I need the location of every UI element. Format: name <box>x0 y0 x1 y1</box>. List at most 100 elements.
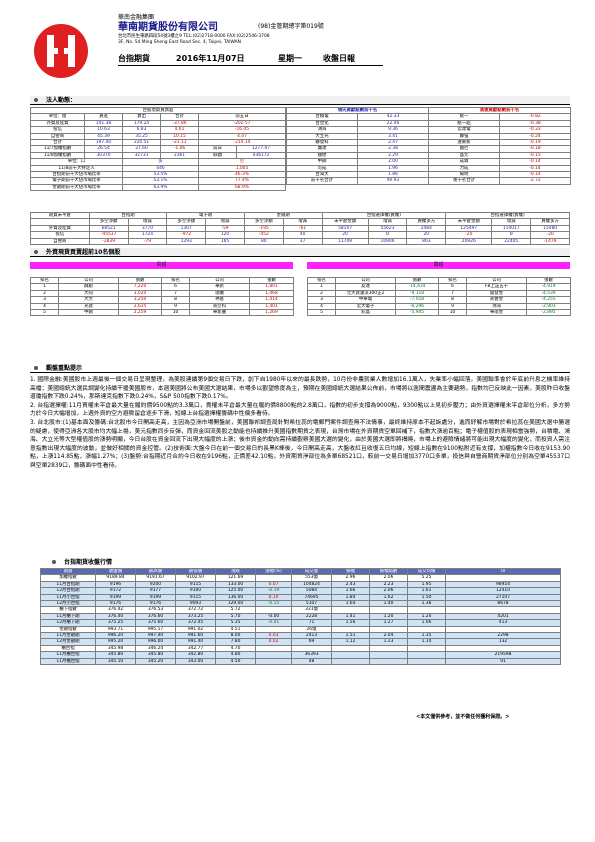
table-row: 台指期前十大佔市場比率 53.5% 46.3% <box>30 171 286 179</box>
disclaimer-footnote: <本文僅供參考，並不做任何獲利保證。> <box>416 714 510 720</box>
bullet-icon <box>34 365 38 370</box>
sell-label: 賣超 <box>307 262 570 269</box>
quotes-title: 台指期貨收盤行情 <box>64 559 113 566</box>
cell: 前十名合計 <box>286 177 358 185</box>
table-row: 可成 1.96 力成 -0.14 <box>286 164 571 173</box>
cell: 5 <box>307 308 336 317</box>
legal-section-header: 法人動態： <box>30 96 570 105</box>
cell: 219598 <box>445 651 561 659</box>
cell: 58107 <box>321 224 369 233</box>
table-row: 台灣大 1.86 陽明 -0.14 <box>286 171 571 179</box>
table-row: 廣達 2.38 國巨 -0.18 <box>286 145 571 153</box>
cell: -0.14 <box>499 171 571 179</box>
top10-title: 外資現貨買賣超前10名個股 <box>46 249 121 256</box>
cell: 68.9% <box>198 183 286 192</box>
cell: -0.14 <box>499 158 571 166</box>
cell: -20 <box>445 231 493 239</box>
table-row: 外資及陸資 68521 3770 1307 -59 -195 -61 58107… <box>30 224 570 233</box>
cell: 華南金 <box>466 308 527 317</box>
cell: 98954 <box>445 580 561 589</box>
cell <box>445 625 561 634</box>
cell: 外資及陸資 <box>30 224 90 233</box>
cell: 343.00 <box>175 657 216 666</box>
cell: 5 <box>30 308 59 317</box>
table-row: 單位：口 多 空 <box>30 158 286 166</box>
cell: 自營商 <box>30 237 90 246</box>
col-header: 增減 <box>367 218 408 226</box>
cell: 8678 <box>445 599 561 608</box>
quotes-section-header: 台指期貨收盤行情 <box>48 558 112 567</box>
cell: 彩晶 <box>335 308 396 317</box>
cell: 15480 <box>530 224 570 233</box>
col-header: 買權多方 <box>530 218 570 226</box>
col-group: 台指選擇權(賣權) <box>445 211 570 220</box>
table-row: 電子期前十大佔市場比率 53.1% 77.4% <box>30 177 286 185</box>
cell: 4201 <box>445 612 561 621</box>
quotes-header-row: 期貨 收盤價 最高價 最低價 漲跌 漲幅(%) 成交量 振幅 振幅點數 成交均價… <box>40 567 561 576</box>
cell: 後十名合計 <box>428 177 500 185</box>
cell: -0.19 <box>499 138 571 147</box>
table-row: 穩懋 2.29 晶元 -0.15 <box>286 151 571 160</box>
cell: -0.38 <box>499 119 571 128</box>
quotes-table: 期貨 收盤價 最高價 最低價 漲跌 漲幅(%) 成交量 振幅 振幅點數 成交均價… <box>40 567 561 666</box>
company-block: 華南金融集團 華南期貨股份有限公司 台北市民生東路四段54號3樓之9 TEL:(… <box>118 14 388 45</box>
cell: 投信 <box>30 231 90 239</box>
cell: 2298 <box>445 632 561 640</box>
cell <box>445 644 561 653</box>
table-row: 自營商 -2839 -79 1293 165 80 37 11709 10906… <box>30 237 570 246</box>
cell: 2,259 <box>118 308 162 317</box>
cell: -0.18 <box>499 145 571 153</box>
table-row: 12月櫃下期 375.25 375.60 372.45 5.35 -0.01 71 1.56 1… <box>40 619 561 627</box>
cell: 1,468 <box>249 289 294 298</box>
address-en: 3F, No. 54 Ming Sheng East Road Sec. 4, … <box>118 39 241 45</box>
col-header <box>30 218 90 226</box>
legal-section-title: 法人動態： <box>46 97 77 104</box>
table-row: 台積電 42.33 統一 -0.82 <box>286 113 571 121</box>
table-row: 聯發科 2.47 遠東新 -0.19 <box>286 138 571 147</box>
cell: -0.33 <box>499 126 571 134</box>
analysis-paragraph: 3. 台北股市:(1)基本面及籌碼:台北股市今日開高走高，主因為亞洲市場開盤前，… <box>30 419 570 469</box>
cell: -79 <box>127 237 168 246</box>
cell: 46.3% <box>198 171 286 179</box>
table-row: 金融指數 993.71 995.17 991.02 4.51 26億 <box>40 625 561 634</box>
table-row: 12月小台指 9176 9176 9093 129.00 -0.15 5107 1.64 1.4… <box>40 599 561 608</box>
table-row: 5 彩晶 -5,945 10 華南金 -2,895 <box>307 308 571 317</box>
cell <box>445 606 561 614</box>
table-row: 11月金融期 996.20 997.40 991.60 8.00 0.03 2413 1.51… <box>40 632 561 640</box>
cell: 345.20 <box>135 657 176 666</box>
cell: -0.14 <box>499 164 571 173</box>
table-row: 投信 10.63 6.83 4.61 -16.05 <box>30 126 286 134</box>
cell: 37 <box>282 237 323 246</box>
cell: 27107 <box>445 593 561 602</box>
col-header: 未平倉金額 <box>445 218 493 226</box>
address-zh: 台北市民生東路四段54號3樓之9 TEL:(02)2718-0000 FAX:(… <box>118 34 270 39</box>
cell <box>407 657 446 666</box>
cell: -2.72 <box>499 177 571 185</box>
table-row: 櫃下指數 376.42 376.53 372.72 5.72 331億 <box>40 606 561 614</box>
table-row: 4 光寶 2,635 9 南亞科 1,401 <box>30 302 294 311</box>
cell: 48 <box>291 657 332 666</box>
futures-oi-table: 期貨未平倉 台指期 電子期 金融期 台指選擇權(買權) 台指選擇權(賣權) 多空… <box>30 211 570 246</box>
cell: -202.57 <box>198 119 286 128</box>
cell: 1293 <box>166 237 207 246</box>
table-row: 台塑化 22.46 統一超 -0.38 <box>286 119 571 128</box>
legal-spot-caption: 台股現貨買賣超 <box>30 106 286 115</box>
report-weekday: 星期一 <box>278 54 302 63</box>
cell: -20 <box>530 231 570 239</box>
analysis-title: 觀盤重點提示 <box>46 365 83 372</box>
table-row: 前十名合計 90.93 後十名合計 -2.72 <box>286 177 571 185</box>
table-row: 12月台指期 9172 9177 9100 125.00 -0.19 5084 1.66 2.0… <box>40 587 561 595</box>
table-row: 外資及陸資 141.38 179.24 -37.86 -202.57 <box>30 119 286 128</box>
table-row: 11/7加權指數 26.54 27.60 -1.06 前日 1277.07 <box>30 145 286 153</box>
cell: 1,401 <box>249 302 294 311</box>
cell: -1479 <box>530 237 570 246</box>
cell: 413 <box>445 619 561 627</box>
buy-label: 買超 <box>30 262 293 269</box>
table-row: 4 宏大電子 -6,296 9 鴻海 -2,903 <box>307 302 571 311</box>
top10-buy-table: 排名 公司 張數 排名 公司 張數 1 群創 7,220 6 華新 1,801 2 大同 3,… <box>30 276 294 317</box>
cell: -0.82 <box>499 113 571 121</box>
table-row: 大立光 3.41 聯強 -0.24 <box>286 132 571 141</box>
cell: -452 <box>243 231 284 239</box>
table-row: 合計 197.40 220.51 -23.11 -214.14 <box>30 138 286 147</box>
cell: 63.9% <box>122 183 199 192</box>
